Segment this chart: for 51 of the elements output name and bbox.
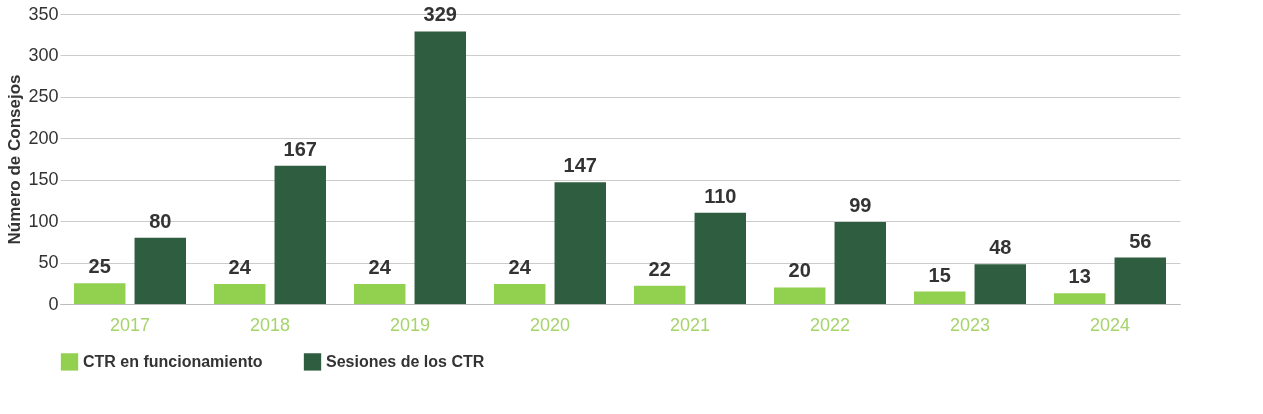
- bar: [354, 284, 406, 304]
- bar: [694, 212, 746, 304]
- y-tick-label: 50: [38, 252, 59, 273]
- data-label: 22: [648, 257, 671, 280]
- bar: [214, 284, 266, 304]
- y-tick-label: 0: [48, 293, 59, 314]
- y-tick-label: 150: [28, 169, 59, 190]
- data-label: 15: [928, 263, 951, 286]
- legend-label: CTR en funcionamiento: [83, 352, 263, 370]
- bar: [494, 284, 546, 304]
- data-label: 25: [88, 255, 111, 278]
- data-label: 110: [704, 184, 737, 207]
- x-tick-label: 2017: [109, 314, 151, 335]
- y-tick-label: 300: [28, 44, 59, 65]
- data-label: 48: [989, 236, 1012, 259]
- bar: [74, 283, 126, 304]
- bar: [834, 221, 886, 304]
- bar: [1114, 257, 1166, 304]
- bar: [634, 285, 686, 304]
- x-tick-label: 2024: [1089, 314, 1131, 335]
- data-label: 13: [1068, 265, 1091, 288]
- x-tick-label: 2022: [809, 314, 851, 335]
- data-label: 24: [508, 256, 532, 279]
- bar: [914, 291, 966, 304]
- legend-label: Sesiones de los CTR: [326, 352, 485, 370]
- bar: [974, 264, 1026, 304]
- bar: [274, 165, 326, 304]
- y-tick-label: 100: [28, 210, 59, 231]
- x-tick-label: 2019: [389, 314, 431, 335]
- data-label: 24: [228, 256, 252, 279]
- y-tick-label: 350: [28, 3, 59, 24]
- bar: [414, 31, 466, 304]
- data-label: 329: [423, 3, 457, 26]
- data-label: 24: [368, 256, 392, 279]
- data-label: 56: [1129, 229, 1152, 252]
- bar: [774, 287, 826, 304]
- data-label: 99: [849, 193, 872, 216]
- x-tick-label: 2021: [669, 314, 711, 335]
- x-tick-label: 2018: [249, 314, 291, 335]
- data-label: 20: [788, 259, 811, 282]
- bar: [554, 182, 606, 304]
- data-label: 147: [563, 154, 597, 177]
- y-tick-label: 200: [28, 127, 59, 148]
- y-axis-title: Número de Consejos: [5, 74, 25, 245]
- y-tick-label: 250: [28, 86, 59, 107]
- x-tick-label: 2020: [529, 314, 571, 335]
- bar: [1054, 293, 1106, 304]
- data-label: 167: [283, 137, 317, 160]
- data-label: 80: [149, 209, 172, 232]
- bar: [134, 237, 186, 304]
- x-tick-label: 2023: [949, 314, 991, 335]
